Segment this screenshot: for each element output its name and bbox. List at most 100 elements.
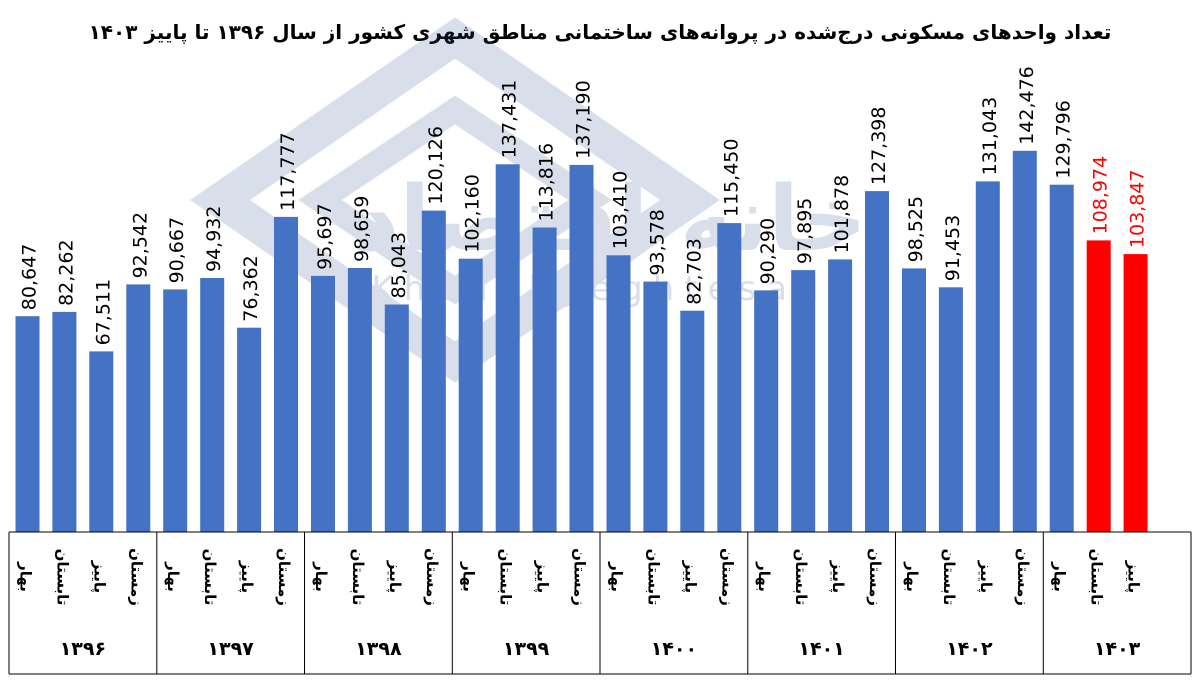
bar-6 bbox=[237, 327, 262, 532]
season-tick-label: بهار bbox=[1051, 561, 1069, 592]
season-tick-label: بهار bbox=[755, 561, 773, 592]
data-label-30: 103,847 bbox=[1127, 170, 1149, 249]
season-tick-label: پاییز bbox=[1124, 560, 1143, 593]
season-tick-label: زمستان bbox=[1014, 548, 1032, 606]
data-label-25: 91,453 bbox=[942, 215, 964, 281]
data-label-19: 115,450 bbox=[720, 139, 742, 218]
data-label-10: 85,043 bbox=[388, 232, 410, 298]
season-tick-label: پاییز bbox=[385, 560, 404, 593]
season-tick-label: زمستان bbox=[275, 548, 293, 606]
data-label-14: 113,816 bbox=[536, 143, 558, 222]
data-label-4: 90,667 bbox=[166, 217, 188, 283]
season-tick-label: پاییز bbox=[828, 560, 847, 593]
season-tick-label: بهار bbox=[903, 561, 921, 592]
data-label-11: 120,126 bbox=[425, 126, 447, 205]
bar-16 bbox=[606, 255, 631, 533]
data-label-0: 80,647 bbox=[19, 244, 41, 310]
year-tick-label: ۱۳۹۷ bbox=[207, 638, 254, 660]
bar-29 bbox=[1086, 240, 1111, 532]
data-label-7: 117,777 bbox=[277, 132, 299, 211]
data-label-13: 137,431 bbox=[499, 80, 521, 159]
data-label-8: 95,697 bbox=[314, 203, 336, 269]
season-tick-label: تابستان bbox=[201, 549, 219, 606]
season-tick-label: تابستان bbox=[644, 549, 662, 606]
data-label-3: 92,542 bbox=[129, 212, 151, 278]
season-tick-label: بهار bbox=[460, 561, 478, 592]
data-label-26: 131,043 bbox=[979, 97, 1001, 176]
data-label-15: 137,190 bbox=[573, 80, 595, 159]
bar-26 bbox=[975, 181, 1000, 532]
data-label-18: 82,703 bbox=[683, 238, 705, 304]
season-tick-label: بهار bbox=[312, 561, 330, 592]
bar-20 bbox=[754, 290, 779, 532]
data-label-2: 67,511 bbox=[92, 279, 114, 345]
chart-title: تعداد واحدهای مسکونی درج‌شده در پروانه‌ه… bbox=[88, 20, 1112, 44]
watermark-brand-en: Khanehyeghtesad bbox=[371, 269, 828, 309]
data-label-9: 98,659 bbox=[351, 196, 373, 262]
data-label-22: 101,878 bbox=[831, 175, 853, 254]
bar-25 bbox=[938, 287, 963, 532]
bar-0 bbox=[15, 316, 40, 532]
bar-30 bbox=[1123, 254, 1148, 532]
bar-15 bbox=[569, 164, 594, 532]
season-tick-label: پاییز bbox=[533, 560, 552, 593]
bar-12 bbox=[458, 258, 483, 532]
season-tick-label: زمستان bbox=[866, 548, 884, 606]
data-label-12: 102,160 bbox=[462, 174, 484, 253]
data-label-29: 108,974 bbox=[1090, 156, 1112, 235]
year-tick-label: ۱۳۹۹ bbox=[503, 638, 550, 660]
data-label-17: 93,578 bbox=[646, 209, 668, 275]
season-tick-label: زمستان bbox=[127, 548, 145, 606]
data-label-16: 103,410 bbox=[610, 171, 632, 250]
bar-4 bbox=[163, 289, 188, 532]
year-tick-label: ۱۳۹۶ bbox=[60, 638, 106, 660]
year-tick-label: ۱۴۰۳ bbox=[1094, 638, 1141, 660]
bar-17 bbox=[643, 281, 668, 532]
data-label-23: 127,398 bbox=[868, 107, 890, 186]
bar-13 bbox=[495, 164, 520, 533]
bar-27 bbox=[1012, 150, 1037, 533]
season-tick-label: تابستان bbox=[53, 549, 71, 606]
season-tick-label: بهار bbox=[608, 561, 626, 592]
bar-28 bbox=[1049, 184, 1074, 532]
bar-2 bbox=[89, 351, 114, 532]
season-tick-label: زمستان bbox=[571, 548, 589, 606]
data-label-20: 90,290 bbox=[757, 218, 779, 284]
year-tick-label: ۱۴۰۰ bbox=[651, 638, 697, 660]
year-tick-label: ۱۴۰۲ bbox=[946, 638, 993, 660]
year-tick-label: ۱۳۹۸ bbox=[355, 638, 402, 660]
data-label-5: 94,932 bbox=[203, 206, 225, 272]
season-tick-label: زمستان bbox=[423, 548, 441, 606]
data-label-1: 82,262 bbox=[55, 239, 77, 305]
bar-18 bbox=[680, 310, 705, 532]
season-tick-label: پاییز bbox=[237, 560, 256, 593]
season-tick-label: تابستان bbox=[349, 549, 367, 606]
data-label-6: 76,362 bbox=[240, 255, 262, 321]
bar-21 bbox=[791, 270, 816, 532]
bar-9 bbox=[347, 268, 372, 532]
bar-5 bbox=[200, 278, 225, 532]
bar-22 bbox=[828, 259, 853, 532]
bar-14 bbox=[532, 227, 557, 532]
season-tick-label: پاییز bbox=[680, 560, 699, 593]
bar-1 bbox=[52, 311, 77, 532]
data-label-21: 97,895 bbox=[794, 198, 816, 264]
season-tick-label: تابستان bbox=[792, 549, 810, 606]
bar-8 bbox=[311, 275, 335, 532]
bar-3 bbox=[126, 284, 151, 532]
bar-23 bbox=[865, 191, 889, 532]
data-label-28: 129,796 bbox=[1053, 100, 1075, 179]
bar-7 bbox=[274, 216, 298, 532]
season-tick-label: بهار bbox=[17, 561, 35, 592]
season-tick-label: زمستان bbox=[718, 548, 736, 606]
season-tick-label: تابستان bbox=[940, 549, 958, 606]
season-tick-label: پاییز bbox=[89, 560, 108, 593]
data-label-24: 98,525 bbox=[905, 196, 927, 262]
bar-24 bbox=[902, 268, 926, 532]
season-tick-label: بهار bbox=[164, 561, 182, 592]
bar-19 bbox=[717, 223, 742, 532]
season-tick-label: پاییز bbox=[976, 560, 995, 593]
season-tick-label: تابستان bbox=[497, 549, 515, 606]
season-tick-label: تابستان bbox=[1088, 549, 1106, 606]
